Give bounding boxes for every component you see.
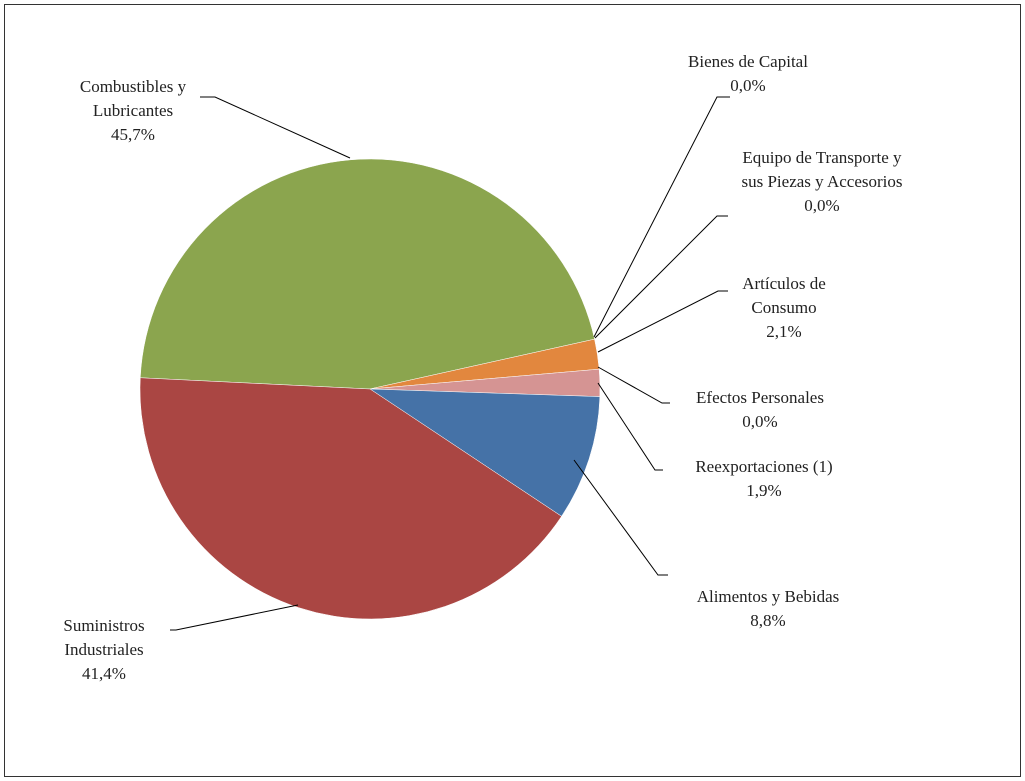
leader-line bbox=[594, 215, 728, 339]
pie-slice bbox=[139, 377, 562, 620]
leader-line bbox=[597, 290, 728, 353]
slice-label: Efectos Personales 0,0% bbox=[660, 386, 860, 434]
value-label: 0,0% bbox=[742, 412, 778, 431]
category-label: Reexportaciones (1) bbox=[695, 457, 833, 476]
leader-line bbox=[200, 96, 351, 159]
slice-label: Combustibles y Lubricantes 45,7% bbox=[53, 75, 213, 147]
category-label: Combustibles y Lubricantes bbox=[79, 77, 187, 120]
leader-line bbox=[597, 382, 663, 471]
category-label: Bienes de Capital bbox=[688, 52, 808, 71]
slice-label: Equipo de Transporte y sus Piezas y Acce… bbox=[739, 146, 905, 218]
value-label: 41,4% bbox=[82, 664, 126, 683]
value-label: 45,7% bbox=[111, 125, 155, 144]
category-label: Alimentos y Bebidas bbox=[696, 587, 840, 606]
slice-label: Artículos de Consumo 2,1% bbox=[729, 272, 839, 344]
slice-label: Suministros Industriales 41,4% bbox=[45, 614, 163, 686]
slice-label: Alimentos y Bebidas 8,8% bbox=[658, 585, 878, 633]
pie-slice bbox=[369, 388, 601, 517]
leader-line bbox=[170, 604, 299, 631]
slice-label: Reexportaciones (1) 1,9% bbox=[654, 455, 874, 503]
chart-frame bbox=[4, 4, 1021, 777]
value-label: 8,8% bbox=[750, 611, 786, 630]
category-label: Suministros Industriales bbox=[63, 616, 145, 659]
leader-line bbox=[597, 366, 670, 404]
category-label: Efectos Personales bbox=[696, 388, 824, 407]
leader-line bbox=[593, 96, 730, 338]
value-label: 0,0% bbox=[730, 76, 766, 95]
slice-label: Bienes de Capital 0,0% bbox=[648, 50, 848, 98]
pie-slice bbox=[140, 158, 595, 390]
value-label: 0,0% bbox=[804, 196, 840, 215]
value-label: 1,9% bbox=[746, 481, 782, 500]
category-label: Artículos de Consumo bbox=[742, 274, 826, 317]
leader-line bbox=[573, 459, 668, 576]
category-label: Equipo de Transporte y sus Piezas y Acce… bbox=[741, 148, 903, 191]
value-label: 2,1% bbox=[766, 322, 802, 341]
